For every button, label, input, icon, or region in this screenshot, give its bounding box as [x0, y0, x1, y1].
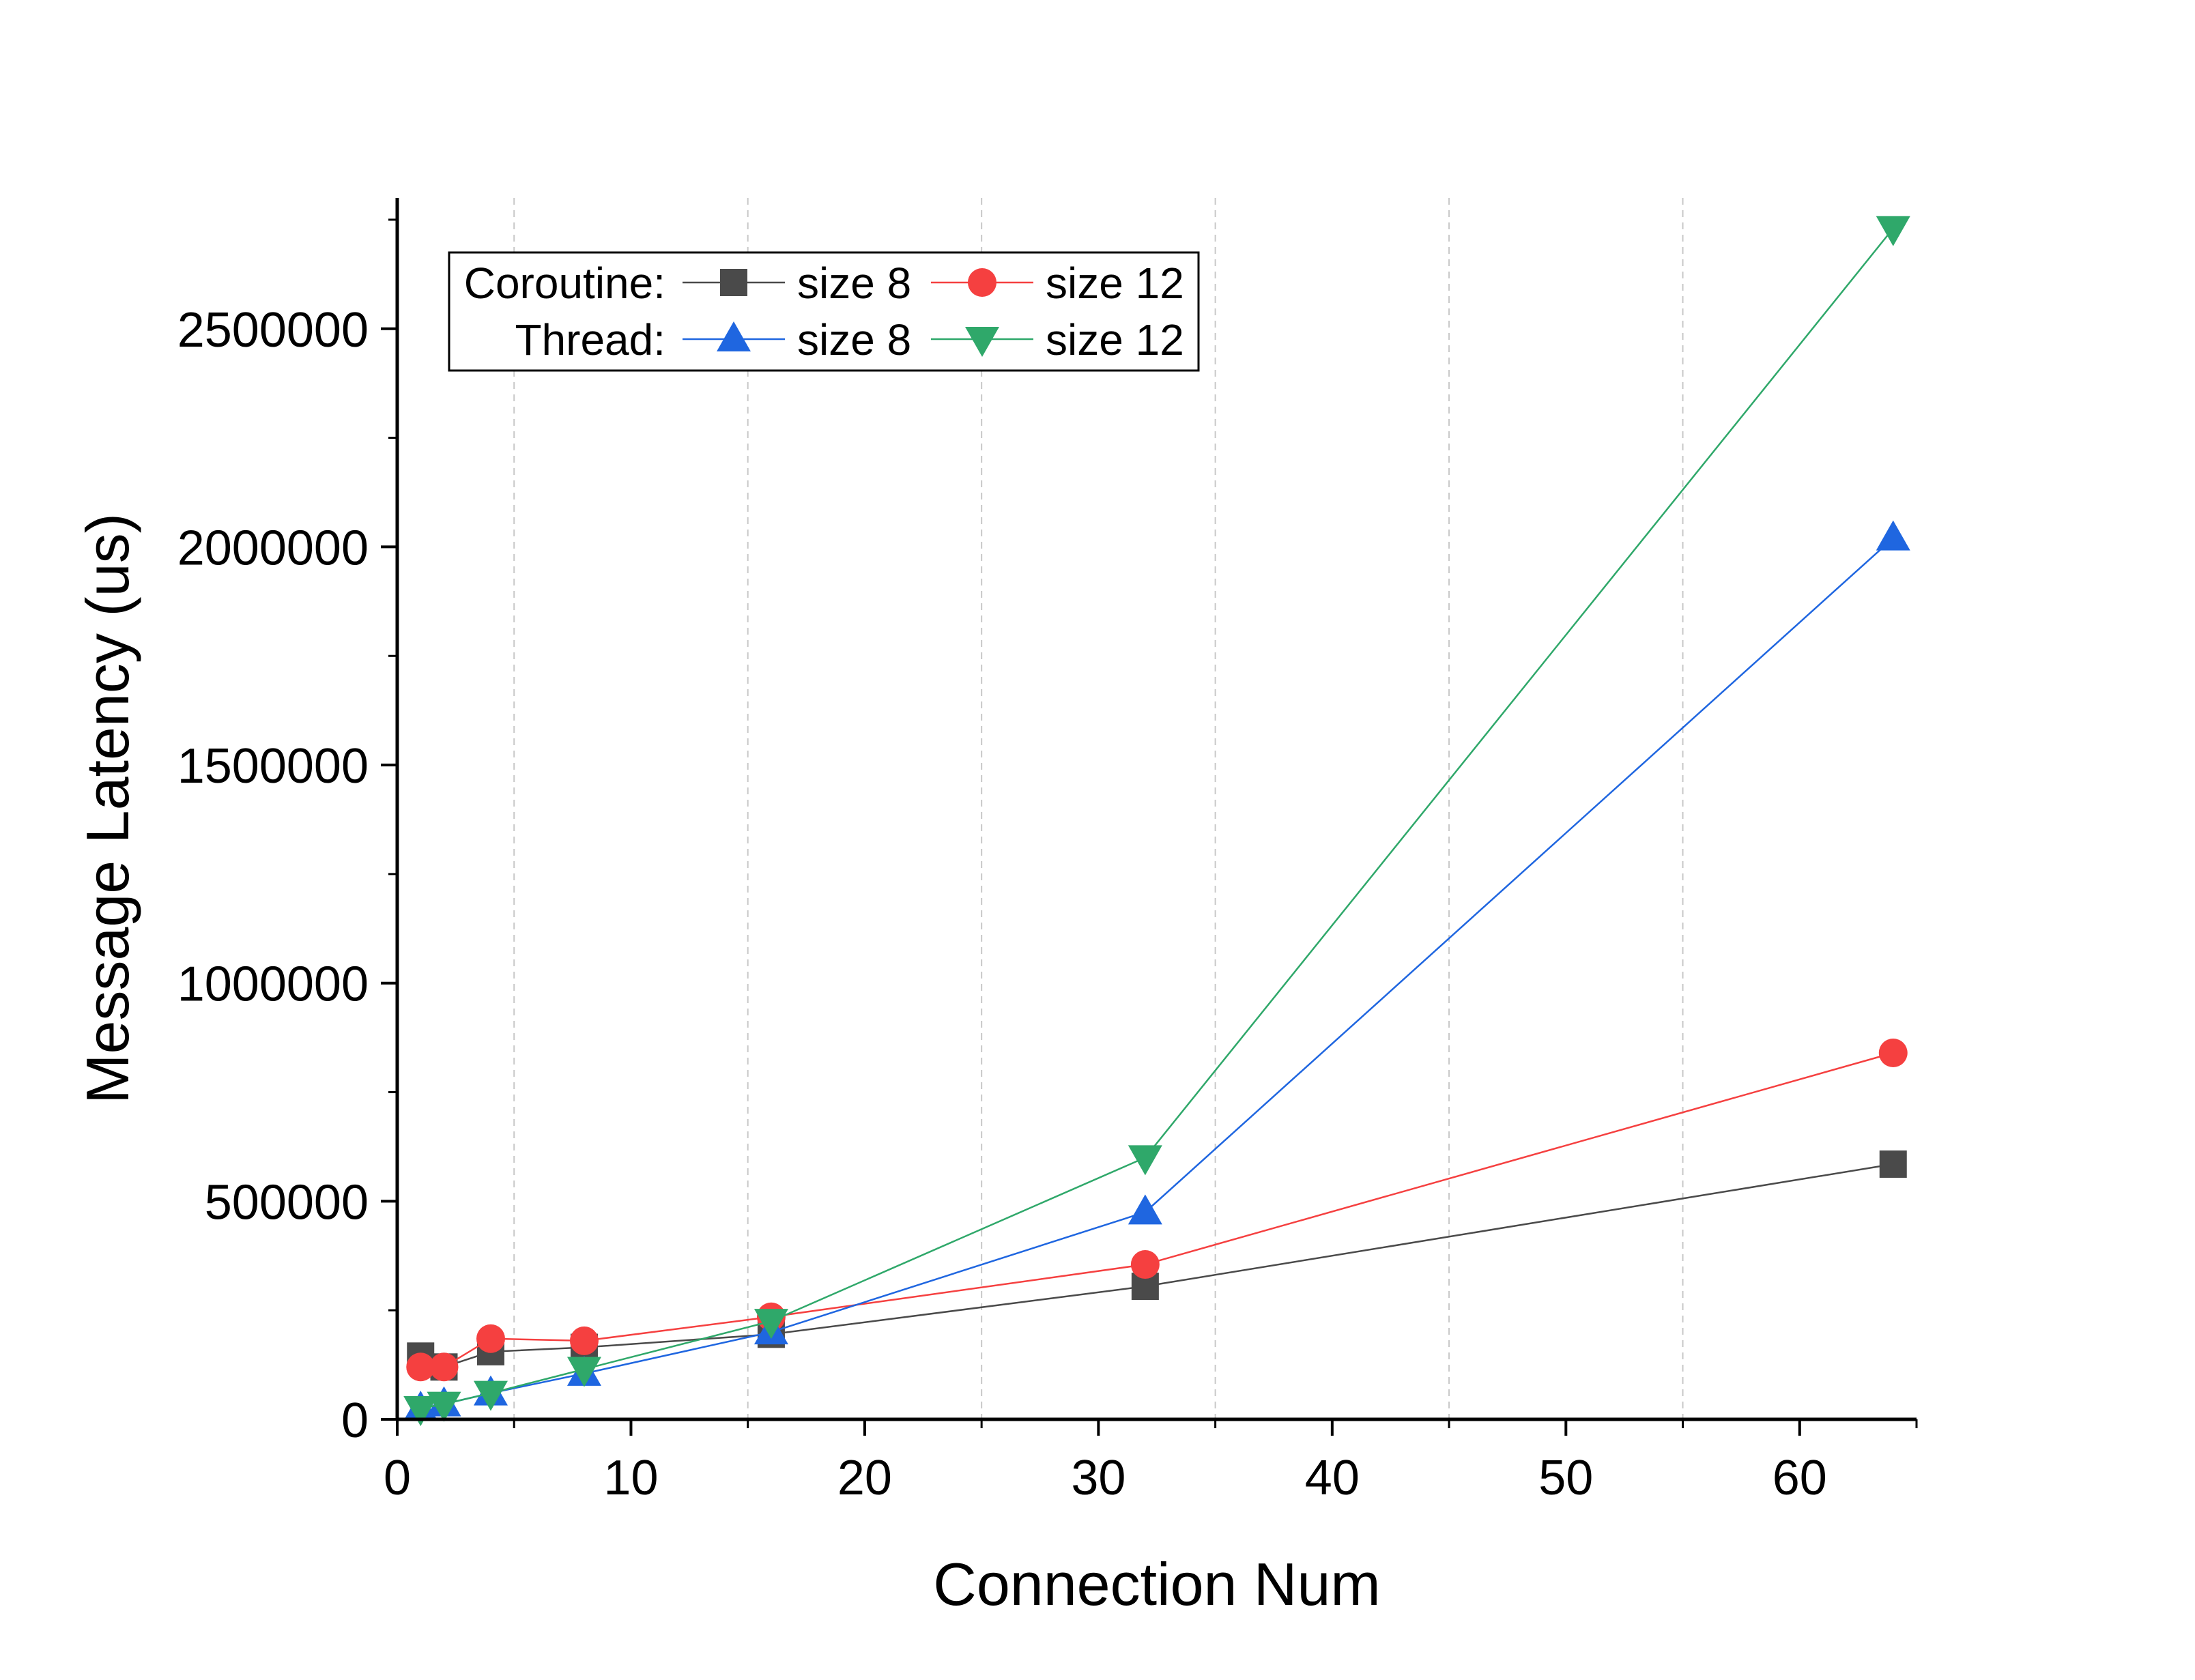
data-point-0-6	[1879, 1150, 1907, 1178]
series-line-1	[420, 1052, 1894, 1368]
legend-label-3: size 12	[1046, 315, 1184, 364]
series-3	[403, 216, 1910, 1427]
y-tick-label-4: 2000000	[177, 521, 369, 575]
data-point-3-6	[1876, 216, 1910, 246]
y-tick-label-1: 500000	[205, 1175, 369, 1230]
data-point-2-5	[1128, 1194, 1162, 1225]
x-tick-label-1: 10	[603, 1451, 658, 1505]
data-point-3-1	[427, 1391, 461, 1422]
legend-marker-3	[965, 327, 999, 357]
data-point-3-4	[754, 1309, 788, 1339]
legend-group-thread: Thread:	[515, 315, 665, 364]
data-point-3-0	[403, 1396, 438, 1427]
legend-label-2: size 8	[797, 315, 911, 364]
x-tick-label-0: 0	[384, 1451, 411, 1505]
grid-lines	[513, 198, 1684, 1419]
legend-label-1: size 12	[1046, 259, 1184, 308]
legend-group-coroutine: Coroutine:	[464, 259, 665, 308]
x-tick-label-4: 40	[1305, 1451, 1360, 1505]
data-point-1-6	[1878, 1039, 1908, 1067]
data-point-1-3	[569, 1326, 599, 1355]
legend-marker-1	[968, 268, 996, 297]
x-tick-label-5: 50	[1538, 1451, 1593, 1505]
ticks: 0 10 20 30 40 50 60 0 500000 1000000 1500000 200000…	[177, 218, 1918, 1505]
legend-marker-0	[720, 269, 747, 296]
y-tick-label-5: 2500000	[177, 303, 369, 358]
data-point-1-5	[1130, 1250, 1160, 1279]
y-tick-label-2: 1000000	[177, 957, 369, 1012]
y-axis-title: Message Latency (us)	[74, 513, 141, 1104]
series-layer	[403, 216, 1910, 1427]
series-line-3	[420, 227, 1894, 1410]
x-axis-title: Connection Num	[933, 1550, 1380, 1618]
x-tick-label-6: 60	[1773, 1451, 1827, 1505]
axes	[395, 198, 1917, 1421]
legend-entries: size 8 size 12 size 8 size 12	[683, 259, 1184, 364]
data-point-1-0	[406, 1352, 435, 1382]
data-point-2-6	[1876, 520, 1910, 551]
data-point-1-1	[429, 1352, 459, 1382]
data-point-3-5	[1128, 1145, 1162, 1176]
x-tick-label-3: 30	[1071, 1451, 1125, 1505]
y-tick-label-3: 1500000	[177, 739, 369, 794]
data-point-3-3	[566, 1357, 601, 1387]
legend-box	[448, 251, 1200, 372]
y-tick-label-0: 0	[341, 1393, 369, 1448]
data-point-3-2	[473, 1380, 508, 1411]
data-point-1-2	[476, 1324, 505, 1353]
legend-label-0: size 8	[797, 259, 911, 308]
x-tick-label-2: 20	[837, 1451, 892, 1505]
legend-marker-2	[717, 321, 751, 351]
